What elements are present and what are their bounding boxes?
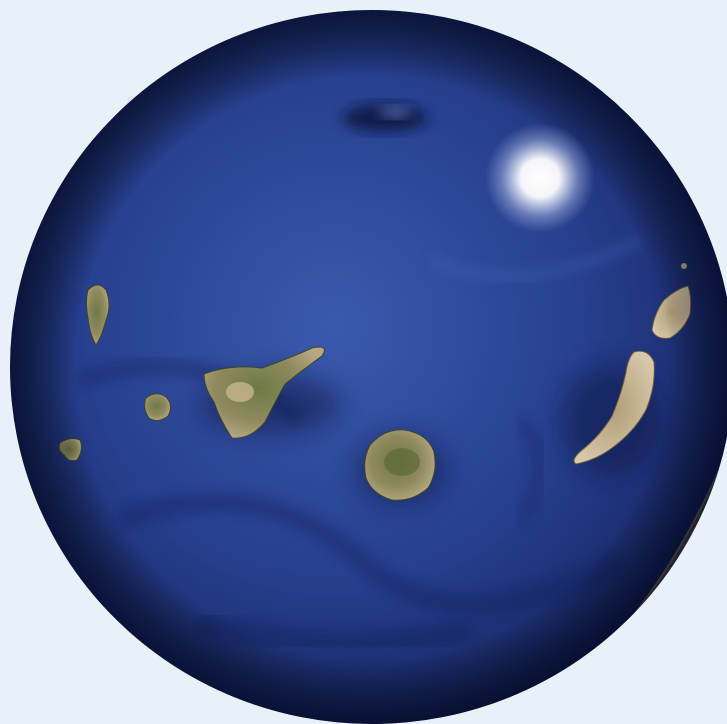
sun-glare	[485, 123, 595, 233]
globe-rim	[10, 10, 727, 724]
